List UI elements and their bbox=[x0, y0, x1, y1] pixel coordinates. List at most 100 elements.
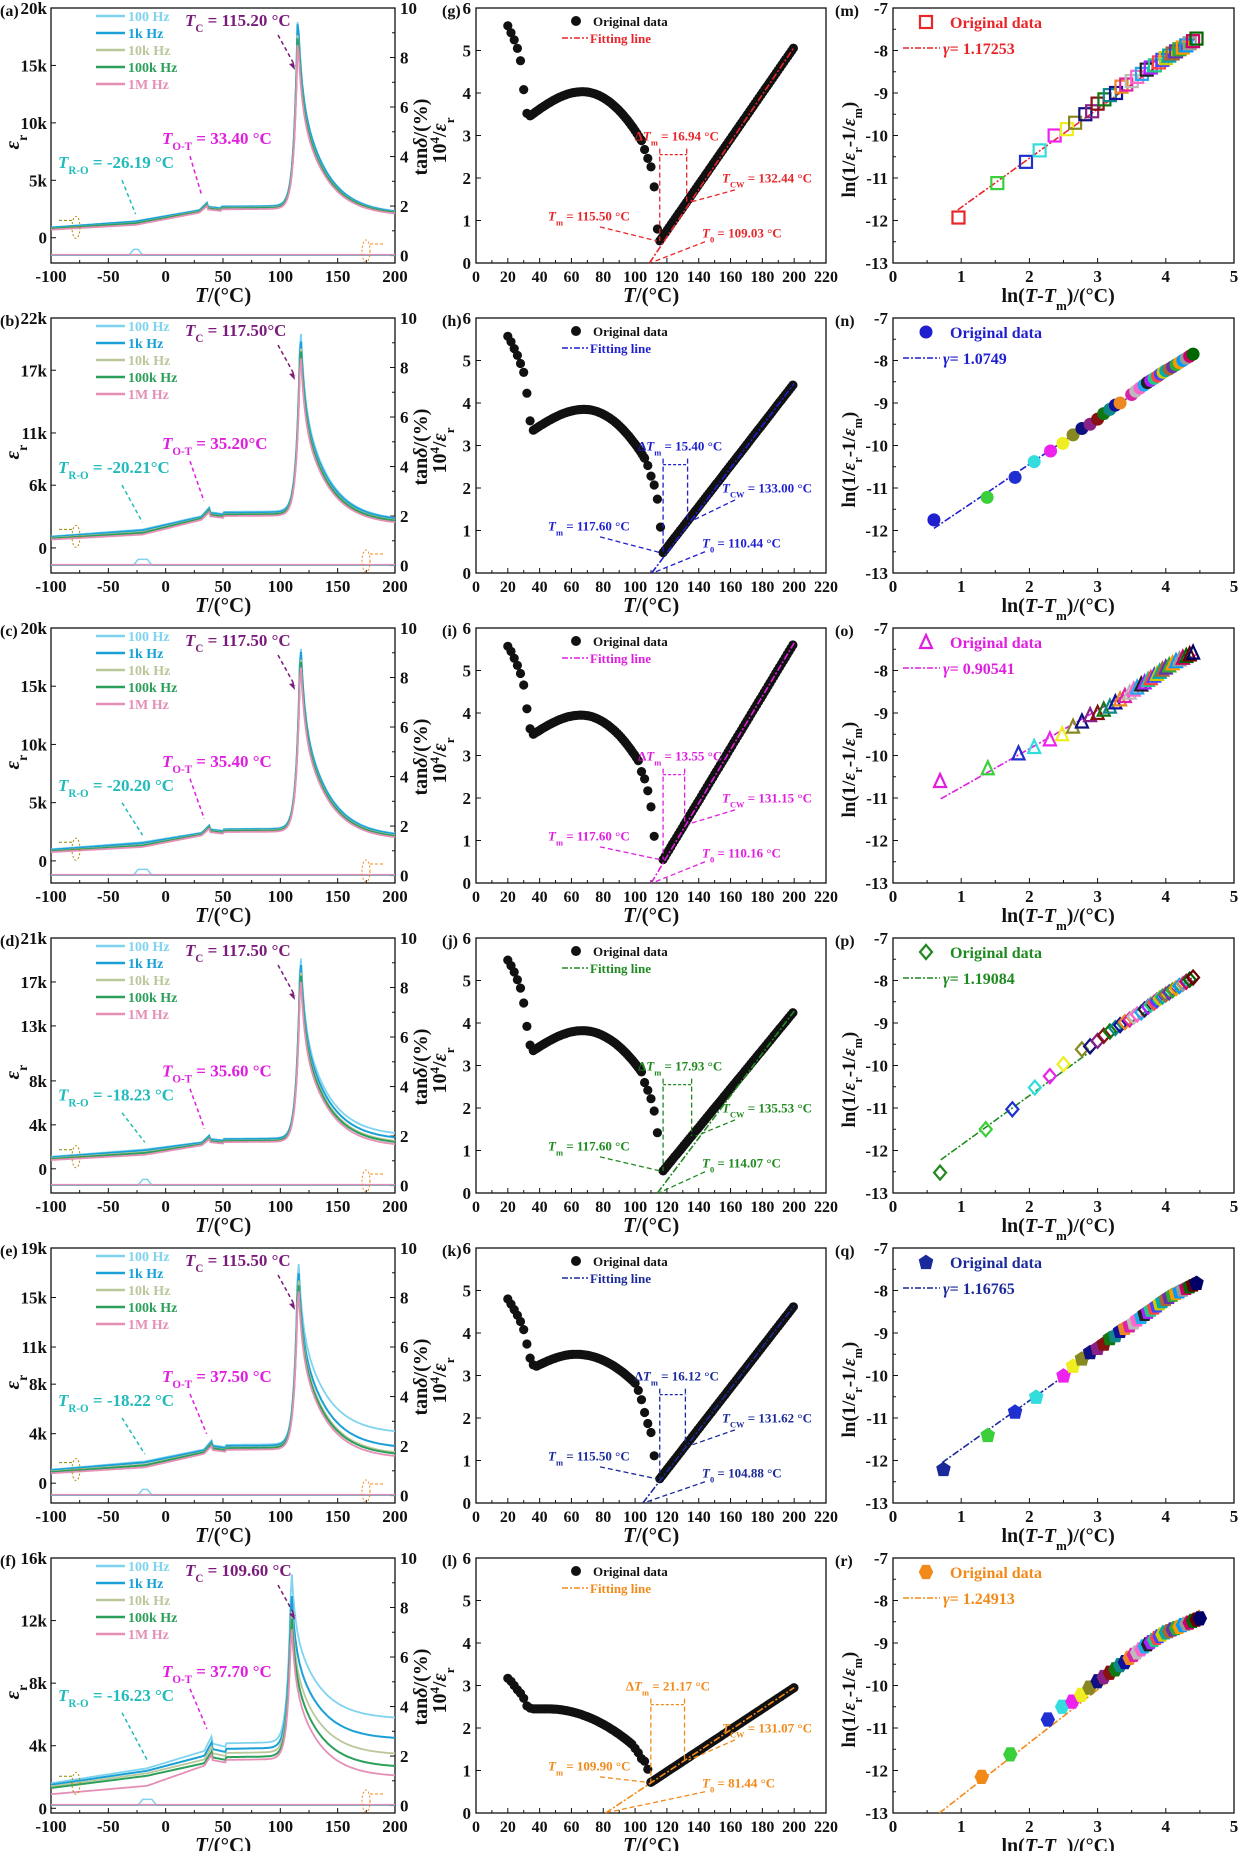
data-point bbox=[519, 680, 529, 690]
text-span: CW bbox=[730, 179, 745, 189]
data-point bbox=[503, 21, 513, 31]
y2-tick-label: 4 bbox=[400, 768, 409, 787]
y-tick-label: 2 bbox=[463, 1409, 472, 1428]
legend-label: 1M Hz bbox=[128, 1008, 169, 1023]
x-tick-label: 140 bbox=[687, 269, 711, 286]
x-axis-label: T/(°C) bbox=[195, 1833, 251, 1851]
x-tick-label: 160 bbox=[719, 269, 743, 286]
text-span: /(°C) bbox=[207, 1833, 251, 1851]
tm-arrow bbox=[599, 1776, 648, 1784]
text-span: T bbox=[623, 903, 637, 927]
panel-label: (d) bbox=[0, 933, 20, 950]
text-span: ) bbox=[839, 102, 860, 108]
y-tick-label: -7 bbox=[874, 619, 889, 638]
text-span: = 131.15 °C bbox=[744, 790, 812, 805]
data-point bbox=[636, 1395, 647, 1405]
text-span: T bbox=[1025, 1525, 1038, 1547]
gamma-label: γ= 1.0749 bbox=[943, 351, 1007, 368]
data-point bbox=[1054, 1699, 1070, 1714]
text-span: 0 bbox=[710, 1165, 714, 1175]
fitting-line bbox=[648, 46, 795, 264]
y-tick-label: -8 bbox=[874, 352, 888, 371]
y2-tick-label: 4 bbox=[400, 148, 409, 167]
x-tick-label: 5 bbox=[1230, 887, 1238, 906]
text-span: /(°C) bbox=[635, 1833, 679, 1851]
fitting-line bbox=[650, 642, 795, 884]
text-span: r bbox=[442, 1357, 457, 1363]
fitting-line bbox=[642, 1305, 795, 1504]
text-span: r bbox=[851, 1697, 865, 1703]
text-span: m bbox=[851, 727, 865, 738]
text-span: T bbox=[1025, 905, 1038, 927]
data-point bbox=[646, 1427, 656, 1438]
x-tick-label: 0 bbox=[889, 577, 898, 596]
legend-label: 100 Hz bbox=[128, 1560, 170, 1575]
dtm-label: ΔTm = 21.17 °C bbox=[626, 1679, 710, 1698]
legend-label: 100 Hz bbox=[128, 320, 170, 335]
text-span: = 117.50 °C bbox=[203, 631, 290, 650]
y-tick-label: -12 bbox=[865, 832, 888, 851]
text-span: δ bbox=[410, 757, 432, 767]
text-span: T bbox=[195, 903, 209, 927]
text-span: /(%) bbox=[410, 1029, 432, 1069]
x-tick-label: -100 bbox=[35, 267, 66, 286]
y-tick-label: 5 bbox=[463, 1282, 472, 1301]
panel-label: (m) bbox=[835, 3, 859, 20]
y-tick-label: 21k bbox=[21, 929, 48, 948]
y2-tick-label: 4 bbox=[400, 1698, 409, 1717]
text-span: /(°C) bbox=[635, 1523, 679, 1547]
text-span: ε bbox=[839, 463, 860, 471]
text-span: O-T bbox=[172, 1379, 192, 1391]
x-axis-label: T/(°C) bbox=[195, 1213, 251, 1237]
text-span: ε bbox=[429, 122, 451, 131]
data-point bbox=[509, 653, 519, 663]
legend-label: 100k Hz bbox=[128, 681, 177, 696]
text-span: R-O bbox=[68, 1403, 89, 1415]
data-point bbox=[1107, 1019, 1123, 1037]
tc-annotation: TC = 109.60 °C bbox=[185, 1561, 292, 1585]
y2-tick-label: 0 bbox=[400, 1487, 409, 1506]
text-span: = 1.0749 bbox=[950, 351, 1007, 368]
data-point bbox=[522, 1021, 532, 1031]
legend-label: Fitting line bbox=[590, 1581, 651, 1596]
text-span: 4 bbox=[427, 1067, 442, 1074]
text-span: T bbox=[623, 593, 637, 617]
y-tick-label: -10 bbox=[865, 437, 888, 456]
text-span: m bbox=[556, 838, 563, 848]
y-tick-label: -11 bbox=[866, 479, 888, 498]
tcw-label: TCW = 135.53 °C bbox=[722, 1100, 812, 1119]
text-span: /(°C) bbox=[635, 593, 679, 617]
text-span: T bbox=[722, 170, 731, 185]
tc-annotation: TC = 117.50 °C bbox=[185, 631, 291, 655]
panel-label: (h) bbox=[442, 313, 462, 330]
tro-annotation: TR-O = -18.23 °C bbox=[58, 1086, 174, 1110]
text-span: ε bbox=[429, 432, 451, 441]
tm-arrow bbox=[599, 846, 661, 861]
data-point bbox=[643, 1418, 653, 1429]
legend-label: 10k Hz bbox=[128, 664, 170, 679]
text-span: T bbox=[623, 1523, 637, 1547]
fitting-line bbox=[605, 1686, 795, 1814]
data-point bbox=[1089, 703, 1106, 721]
x-tick-label: 180 bbox=[750, 269, 774, 286]
y-tick-label: -13 bbox=[865, 1804, 888, 1823]
text-span: CW bbox=[730, 799, 745, 809]
y-tick-label: 3 bbox=[463, 437, 472, 456]
tot-annotation: TO-T = 37.70 °C bbox=[162, 1662, 272, 1686]
data-point bbox=[1113, 396, 1127, 410]
data-point bbox=[932, 771, 948, 789]
tcw-arrow bbox=[689, 1429, 736, 1447]
data-point bbox=[1066, 428, 1080, 442]
data-point bbox=[522, 704, 532, 714]
y-tick-label: 3 bbox=[463, 127, 472, 146]
x-tick-label: 50 bbox=[215, 1507, 232, 1526]
text-span: ε bbox=[0, 451, 24, 460]
y2-tick-label: 10 bbox=[400, 1549, 417, 1568]
text-span: T bbox=[548, 1759, 557, 1774]
text-span: T bbox=[162, 752, 173, 771]
text-span: = 115.50 °C bbox=[203, 1251, 290, 1270]
x-tick-label: 40 bbox=[532, 889, 548, 906]
y-tick-label: 11k bbox=[21, 1338, 47, 1357]
t0-arrow bbox=[652, 241, 706, 263]
x-tick-label: 50 bbox=[215, 267, 232, 286]
